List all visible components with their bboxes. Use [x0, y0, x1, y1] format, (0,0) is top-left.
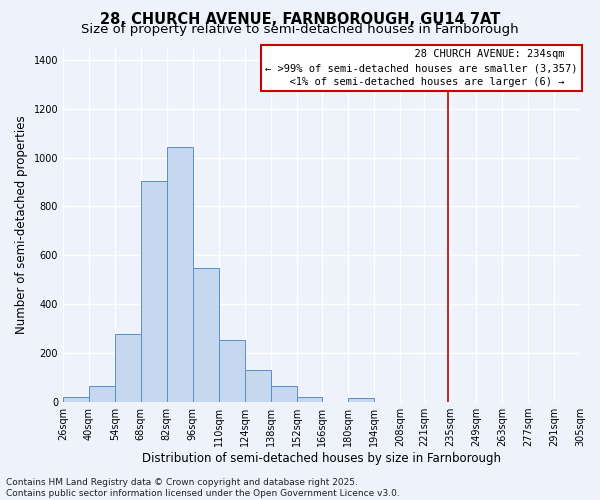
Bar: [296, 397, 322, 402]
Bar: [349, 398, 374, 402]
Bar: [271, 386, 296, 402]
Bar: [193, 268, 218, 402]
Bar: [167, 146, 193, 402]
Bar: [115, 334, 141, 402]
Bar: [89, 386, 115, 402]
Bar: [141, 181, 167, 402]
Text: 28 CHURCH AVENUE: 234sqm  
← >99% of semi-detached houses are smaller (3,357)
  : 28 CHURCH AVENUE: 234sqm ← >99% of semi-…: [265, 50, 577, 88]
Bar: [218, 340, 245, 402]
Text: Contains HM Land Registry data © Crown copyright and database right 2025.
Contai: Contains HM Land Registry data © Crown c…: [6, 478, 400, 498]
Bar: [245, 370, 271, 402]
X-axis label: Distribution of semi-detached houses by size in Farnborough: Distribution of semi-detached houses by …: [142, 452, 501, 465]
Bar: [63, 397, 89, 402]
Text: 28, CHURCH AVENUE, FARNBOROUGH, GU14 7AT: 28, CHURCH AVENUE, FARNBOROUGH, GU14 7AT: [100, 12, 500, 28]
Text: Size of property relative to semi-detached houses in Farnborough: Size of property relative to semi-detach…: [81, 22, 519, 36]
Y-axis label: Number of semi-detached properties: Number of semi-detached properties: [15, 116, 28, 334]
